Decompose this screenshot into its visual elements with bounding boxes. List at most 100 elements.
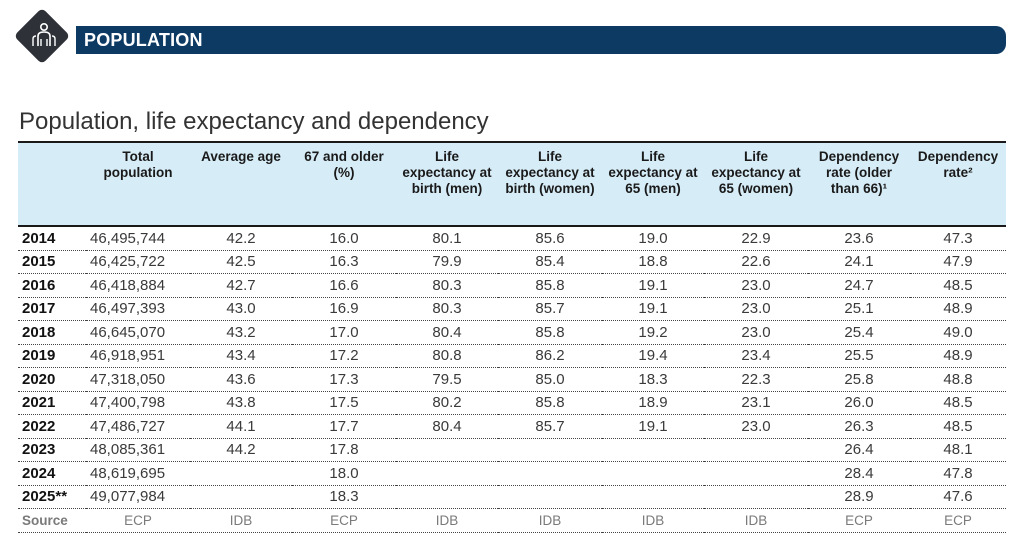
table-cell: 17.3 — [292, 367, 396, 392]
table-cell: 46,495,744 — [86, 226, 190, 251]
table-cell: 85.8 — [498, 391, 602, 415]
table-cell: 48.9 — [910, 297, 1006, 321]
column-header — [18, 142, 86, 226]
table-cell: 44.1 — [190, 414, 292, 439]
table-row: 2022 47,486,727 44.1 17.7 80.4 85.7 19.1 23.0 26… — [18, 414, 1006, 439]
table-cell: 19.1 — [602, 414, 704, 439]
table-cell: 18.3 — [292, 485, 396, 509]
row-label: 2025** — [18, 485, 86, 509]
table-cell: 23.6 — [808, 226, 910, 251]
table-cell — [704, 485, 808, 509]
table-cell — [602, 461, 704, 486]
row-label: 2016 — [18, 273, 86, 298]
table-body: 2014 46,495,744 42.2 16.0 80.1 85.6 19.0 22.9 23… — [18, 226, 1006, 533]
table-cell: 23.0 — [704, 414, 808, 439]
table-cell: 28.9 — [808, 485, 910, 509]
table-cell — [396, 485, 498, 509]
table-cell: 86.2 — [498, 344, 602, 368]
table-cell: 46,425,722 — [86, 250, 190, 274]
table-cell: ECP — [910, 508, 1006, 533]
table-cell: IDB — [498, 508, 602, 533]
table-cell: 47.8 — [910, 461, 1006, 486]
table-cell: 16.6 — [292, 273, 396, 298]
header-row: Total population Average age 67 and older … — [18, 142, 1006, 226]
column-header: Life expectancy at birth (men) — [402, 149, 492, 196]
table-cell: 80.2 — [396, 391, 498, 415]
table-cell: 85.8 — [498, 273, 602, 298]
table-cell: ECP — [86, 508, 190, 533]
banner-label: POPULATION — [84, 30, 203, 50]
table-cell: 17.2 — [292, 344, 396, 368]
table-cell — [498, 438, 602, 462]
table-cell: 47.6 — [910, 485, 1006, 509]
table-cell: 48.8 — [910, 367, 1006, 392]
table-cell: 26.0 — [808, 391, 910, 415]
table-row: 2023 48,085,361 44.2 17.8 26.4 48.1 — [18, 438, 1006, 462]
table-cell: 23.4 — [704, 344, 808, 368]
people-group-icon — [32, 23, 56, 46]
table-cell — [498, 485, 602, 509]
table-cell: 79.5 — [396, 367, 498, 392]
column-header: Average age — [201, 149, 281, 164]
table-cell: 17.5 — [292, 391, 396, 415]
column-header: Life expectancy at birth (women) — [505, 149, 595, 196]
table-cell: 16.3 — [292, 250, 396, 274]
table-cell: 22.9 — [704, 226, 808, 251]
table-cell: 28.4 — [808, 461, 910, 486]
table-cell: 80.4 — [396, 414, 498, 439]
table-cell: 42.7 — [190, 273, 292, 298]
source-row: Source ECP IDB ECP IDB IDB IDB IDB ECP ECP — [18, 508, 1006, 533]
table-cell: 47,486,727 — [86, 414, 190, 439]
table-row: 2020 47,318,050 43.6 17.3 79.5 85.0 18.3 22.3 25… — [18, 367, 1006, 392]
table-cell: 46,497,393 — [86, 297, 190, 321]
row-label: 2024 — [18, 461, 86, 486]
table-cell — [396, 461, 498, 486]
table-cell: 22.3 — [704, 367, 808, 392]
table-cell: 43.4 — [190, 344, 292, 368]
table-cell — [704, 438, 808, 462]
table-cell: IDB — [190, 508, 292, 533]
table-cell: IDB — [704, 508, 808, 533]
table-cell: 79.9 — [396, 250, 498, 274]
row-label: 2017 — [18, 297, 86, 321]
table-cell: 46,645,070 — [86, 320, 190, 345]
table-cell: 16.0 — [292, 226, 396, 251]
table-row: 2017 46,497,393 43.0 16.9 80.3 85.7 19.1 23.0 25… — [18, 297, 1006, 321]
table-cell: 49,077,984 — [86, 485, 190, 509]
column-header: Dependency rate (older than 66)¹ — [818, 149, 900, 196]
table-cell: 48.1 — [910, 438, 1006, 462]
table-cell: 80.1 — [396, 226, 498, 251]
table-cell: 85.8 — [498, 320, 602, 345]
row-label: 2023 — [18, 438, 86, 462]
table-cell: 17.8 — [292, 438, 396, 462]
table-row: 2018 46,645,070 43.2 17.0 80.4 85.8 19.2 23.0 25… — [18, 320, 1006, 345]
row-label: 2021 — [18, 391, 86, 415]
table-cell: 19.2 — [602, 320, 704, 345]
table-cell — [602, 438, 704, 462]
table-cell: 17.7 — [292, 414, 396, 439]
table-cell: 46,418,884 — [86, 273, 190, 298]
table-cell: 47.3 — [910, 226, 1006, 251]
column-header: 67 and older (%) — [304, 149, 384, 180]
column-header: Life expectancy at 65 (men) — [608, 149, 698, 196]
row-label: 2014 — [18, 226, 86, 251]
table-cell: 26.3 — [808, 414, 910, 439]
banner-bar: POPULATION — [76, 26, 1006, 54]
table-row: 2019 46,918,951 43.4 17.2 80.8 86.2 19.4 23.4 25… — [18, 344, 1006, 368]
table-cell: 19.1 — [602, 297, 704, 321]
table-cell: 47,318,050 — [86, 367, 190, 392]
table-cell: IDB — [396, 508, 498, 533]
table-cell: 85.4 — [498, 250, 602, 274]
table-cell: 25.1 — [808, 297, 910, 321]
table-cell: 42.2 — [190, 226, 292, 251]
table-cell: 25.8 — [808, 367, 910, 392]
table-cell: ECP — [808, 508, 910, 533]
table-cell: 85.0 — [498, 367, 602, 392]
table-cell: 23.0 — [704, 320, 808, 345]
table-cell: 18.3 — [602, 367, 704, 392]
table-cell: 48.5 — [910, 273, 1006, 298]
row-label: 2015 — [18, 250, 86, 274]
table-cell: 49.0 — [910, 320, 1006, 345]
table-cell — [190, 485, 292, 509]
table-cell — [704, 461, 808, 486]
